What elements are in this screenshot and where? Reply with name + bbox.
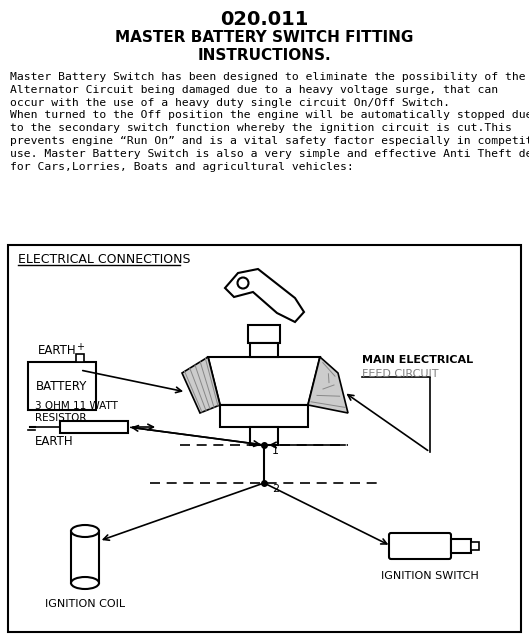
Bar	[250, 427, 278, 445]
Polygon shape	[182, 357, 220, 413]
Text: When turned to the Off position the engine will be automatically stopped due: When turned to the Off position the engi…	[10, 111, 529, 120]
Text: Alternator Circuit being damaged due to a heavy voltage surge, that can: Alternator Circuit being damaged due to …	[10, 85, 498, 95]
Polygon shape	[208, 357, 320, 405]
Bar	[250, 343, 278, 357]
Text: MAIN ELECTRICAL: MAIN ELECTRICAL	[362, 355, 473, 365]
Bar	[76, 354, 84, 362]
Text: IGNITION SWITCH: IGNITION SWITCH	[381, 571, 479, 581]
Bar	[451, 539, 471, 553]
Text: EARTH: EARTH	[35, 435, 74, 448]
Text: Master Battery Switch has been designed to eliminate the possibility of the: Master Battery Switch has been designed …	[10, 72, 526, 82]
Bar	[471, 542, 479, 550]
Text: 020.011: 020.011	[220, 10, 308, 29]
Text: 2: 2	[272, 484, 279, 494]
Text: to the secondary switch function whereby the ignition circuit is cut.This: to the secondary switch function whereby…	[10, 123, 512, 133]
Ellipse shape	[71, 577, 99, 589]
Text: for Cars,Lorries, Boats and agricultural vehicles:: for Cars,Lorries, Boats and agricultural…	[10, 162, 354, 172]
Bar	[8, 245, 521, 632]
Text: EARTH: EARTH	[38, 344, 77, 357]
Bar	[60, 421, 128, 433]
Text: INSTRUCTIONS.: INSTRUCTIONS.	[197, 48, 331, 63]
Text: 3 OHM 11 WATT: 3 OHM 11 WATT	[35, 401, 118, 411]
Text: 1: 1	[272, 446, 279, 456]
Text: IGNITION COIL: IGNITION COIL	[45, 599, 125, 609]
FancyBboxPatch shape	[389, 533, 451, 559]
Text: FEED CIRCUIT: FEED CIRCUIT	[362, 369, 439, 379]
Circle shape	[238, 277, 249, 288]
Text: RESISTOR: RESISTOR	[35, 413, 87, 423]
Ellipse shape	[71, 525, 99, 537]
Text: +: +	[76, 342, 84, 352]
Text: MASTER BATTERY SWITCH FITTING: MASTER BATTERY SWITCH FITTING	[115, 30, 413, 45]
Text: occur with the use of a heavy duty single circuit On/Off Switch.: occur with the use of a heavy duty singl…	[10, 98, 450, 107]
Bar	[28, 362, 96, 410]
Text: BATTERY: BATTERY	[37, 380, 88, 392]
Text: prevents engine “Run On” and is a vital safety factor especially in competition: prevents engine “Run On” and is a vital …	[10, 136, 529, 146]
Polygon shape	[225, 269, 304, 322]
Text: ELECTRICAL CONNECTIONS: ELECTRICAL CONNECTIONS	[18, 253, 190, 266]
Bar	[71, 531, 99, 583]
Text: use. Master Battery Switch is also a very simple and effective Anti Theft device: use. Master Battery Switch is also a ver…	[10, 149, 529, 159]
Polygon shape	[308, 357, 348, 413]
Bar	[220, 405, 308, 427]
Bar	[248, 325, 280, 343]
